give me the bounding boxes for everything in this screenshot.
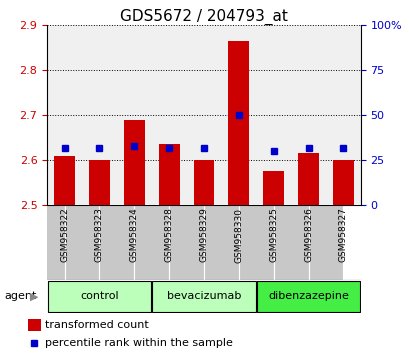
Bar [263, 171, 283, 205]
Text: bevacizumab: bevacizumab [166, 291, 240, 301]
Bar [273, 205, 308, 280]
Text: agent: agent [4, 291, 36, 302]
FancyBboxPatch shape [152, 281, 255, 312]
Bar [193, 160, 214, 205]
Bar [297, 153, 318, 205]
Bar [158, 144, 179, 205]
Text: GSM958323: GSM958323 [95, 207, 103, 262]
Text: GSM958328: GSM958328 [164, 207, 173, 262]
FancyBboxPatch shape [256, 281, 359, 312]
Text: GSM958326: GSM958326 [303, 207, 312, 262]
Bar [65, 205, 99, 280]
Text: GSM958322: GSM958322 [60, 207, 69, 262]
Bar [308, 205, 343, 280]
Text: transformed count: transformed count [45, 320, 148, 330]
Text: ▶: ▶ [29, 291, 38, 302]
Bar [332, 160, 353, 205]
Bar [124, 120, 144, 205]
Text: percentile rank within the sample: percentile rank within the sample [45, 338, 232, 348]
Text: dibenzazepine: dibenzazepine [267, 291, 348, 301]
Text: GSM958329: GSM958329 [199, 207, 208, 262]
Text: GDS5672 / 204793_at: GDS5672 / 204793_at [120, 9, 287, 25]
Text: GSM958325: GSM958325 [269, 207, 277, 262]
Text: GSM958324: GSM958324 [130, 207, 138, 262]
Bar [169, 205, 204, 280]
Bar [204, 205, 238, 280]
Bar [99, 205, 134, 280]
Bar [238, 205, 273, 280]
Bar [28, 319, 41, 331]
Text: GSM958330: GSM958330 [234, 207, 243, 263]
Bar [228, 41, 249, 205]
Text: GSM958327: GSM958327 [338, 207, 347, 262]
FancyBboxPatch shape [48, 281, 151, 312]
Bar [134, 205, 169, 280]
Bar [89, 160, 110, 205]
Bar [29, 205, 65, 280]
Bar [54, 156, 75, 205]
Text: control: control [80, 291, 119, 301]
